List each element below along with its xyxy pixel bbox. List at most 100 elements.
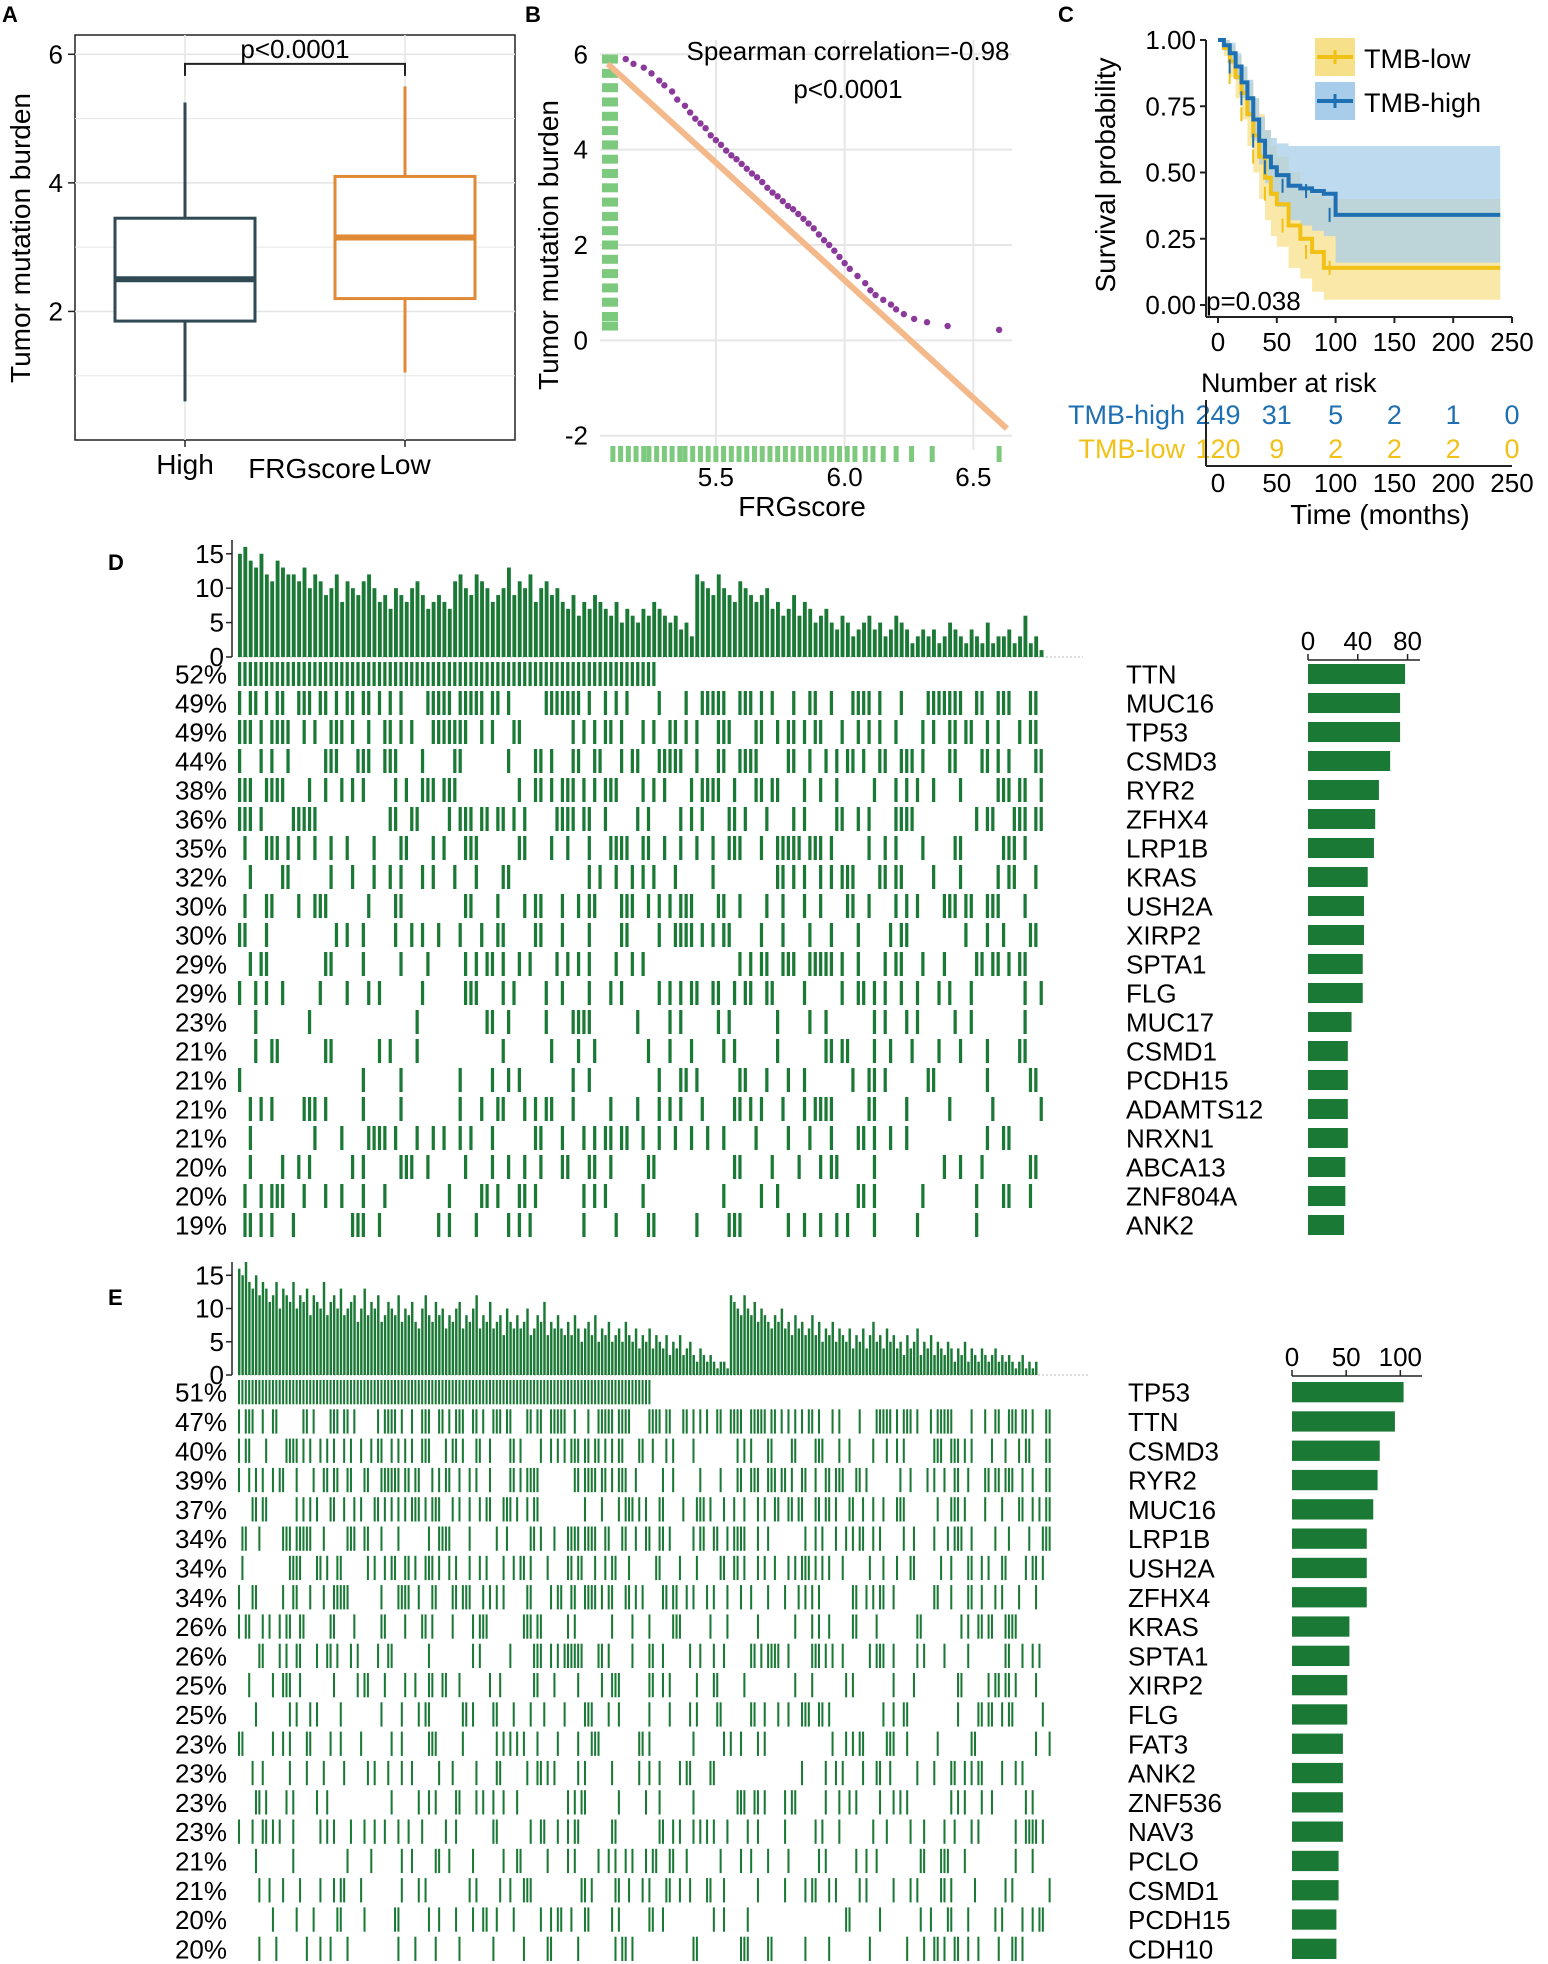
mutation-cell xyxy=(950,1878,953,1903)
tmb-bar xyxy=(533,1328,536,1375)
mutation-cell xyxy=(356,1673,359,1698)
mutation-cell xyxy=(427,1555,430,1581)
tmb-bar xyxy=(536,1315,539,1375)
mutation-cell xyxy=(319,1438,322,1463)
mutation-cell xyxy=(424,1497,427,1522)
mutation-cell xyxy=(1041,1702,1044,1727)
mutation-cell xyxy=(363,1819,366,1844)
gene-percent: 29% xyxy=(175,979,227,1009)
mutation-cell xyxy=(570,1380,573,1405)
mutation-cell xyxy=(383,749,387,773)
mutation-cell xyxy=(1023,778,1027,802)
mutation-cell xyxy=(646,662,651,686)
mutation-cell xyxy=(1007,836,1011,860)
mutation-cell xyxy=(802,981,807,1005)
mutation-cell xyxy=(397,1585,400,1610)
mutation-cell xyxy=(835,778,839,802)
mutation-cell xyxy=(756,1526,759,1551)
mutation-cell xyxy=(587,807,591,831)
mutation-cell xyxy=(1018,807,1022,831)
mutation-cell xyxy=(607,1409,610,1434)
mutation-cell xyxy=(960,1673,963,1698)
mutation-cell xyxy=(399,1068,403,1092)
mutation-cell xyxy=(695,1555,698,1581)
y-tick-label: 4 xyxy=(49,168,63,198)
mutation-cell xyxy=(292,1438,295,1463)
mutation-cell xyxy=(501,807,505,831)
tmb-bar xyxy=(271,1295,275,1375)
mutation-cell xyxy=(507,662,511,686)
mutation-cell xyxy=(458,923,462,947)
mutation-cell xyxy=(507,691,511,715)
mutation-cell xyxy=(739,1409,743,1434)
mutation-cell xyxy=(512,981,516,1005)
mutation-cell xyxy=(716,1526,719,1551)
mutation-cell xyxy=(1024,1409,1027,1434)
mutation-cell xyxy=(953,894,957,918)
mutation-cell xyxy=(732,836,737,860)
mutation-cell xyxy=(692,1438,695,1463)
mutation-cell xyxy=(550,1643,553,1668)
mutation-cell xyxy=(539,1409,542,1434)
mutation-cell xyxy=(1004,1614,1007,1639)
mutation-cell xyxy=(926,1467,929,1493)
mutation-cell xyxy=(475,1790,478,1815)
risk-row-label-tmb-high: TMB-high xyxy=(1068,400,1185,430)
mutation-cell xyxy=(573,1526,576,1551)
tmb-bar xyxy=(732,601,737,657)
tmb-bar xyxy=(248,1281,251,1375)
mutation-cell xyxy=(492,1409,495,1434)
mutation-cell xyxy=(787,1702,790,1727)
mutation-cell xyxy=(841,1760,844,1786)
mutation-cell xyxy=(712,1760,715,1786)
mutation-cell xyxy=(332,1614,336,1639)
mutation-cell xyxy=(980,1790,983,1815)
mutation-cell xyxy=(295,1497,298,1522)
boxplot-marks: High Low xyxy=(113,62,477,480)
mutation-cell xyxy=(505,1497,508,1522)
mutation-cell xyxy=(621,1438,624,1463)
tmb-bar xyxy=(899,1341,902,1375)
tmb-bar xyxy=(533,601,538,657)
mutation-cell xyxy=(1018,720,1022,744)
mutation-cell xyxy=(711,836,715,860)
x-tick-label: Low xyxy=(379,449,431,480)
mutation-cell xyxy=(641,1126,645,1150)
mutation-cell xyxy=(684,923,688,947)
mutation-cell xyxy=(736,1438,739,1463)
mutation-cell xyxy=(329,749,333,773)
mutation-cell xyxy=(765,1068,769,1092)
mutation-cell xyxy=(590,1731,593,1756)
mutation-cell xyxy=(361,1155,365,1179)
mutation-cell xyxy=(424,1438,427,1463)
scatter-point xyxy=(656,77,663,84)
tmb-bar xyxy=(657,608,662,657)
x-tick-label: 150 xyxy=(1373,327,1416,357)
mutation-cell xyxy=(339,1907,342,1932)
mutation-cell xyxy=(738,894,742,918)
mutation-cell xyxy=(302,1497,305,1522)
mutation-cell xyxy=(576,952,581,976)
mutation-cell xyxy=(582,1213,586,1237)
mutation-cell xyxy=(394,1907,397,1932)
mutation-cell xyxy=(824,1848,827,1874)
tmb-bar xyxy=(461,1328,465,1375)
mutation-cell xyxy=(404,778,409,802)
mutation-cell xyxy=(872,1068,877,1092)
mutation-cell xyxy=(590,1878,593,1903)
mutation-cell xyxy=(307,1010,312,1034)
gene-percent: 19% xyxy=(175,1211,227,1241)
mutation-cell xyxy=(879,1907,882,1932)
gene-count-bar xyxy=(1292,1616,1350,1637)
mutation-cell xyxy=(353,1614,356,1639)
tmb-bar xyxy=(776,601,780,657)
mutation-cell xyxy=(475,1878,478,1903)
mutation-cell xyxy=(668,1409,671,1434)
gene-name: XIRP2 xyxy=(1126,921,1201,951)
gene-name: MUC16 xyxy=(1128,1495,1216,1525)
mutation-cell xyxy=(297,836,301,860)
mutation-cell xyxy=(879,1643,882,1668)
mutation-cell xyxy=(410,1409,414,1434)
mutation-cell xyxy=(474,865,478,889)
